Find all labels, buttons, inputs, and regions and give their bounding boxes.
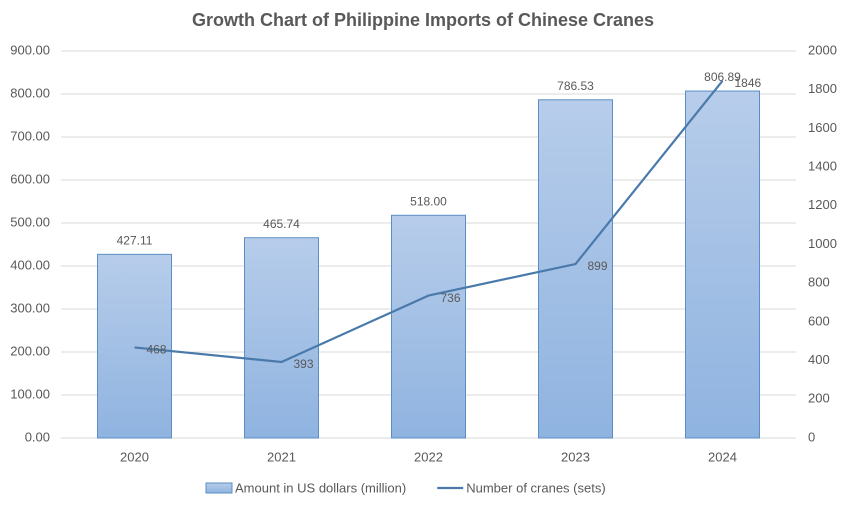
- bar: [97, 253, 172, 439]
- y2-tick-label: 2000: [808, 42, 837, 57]
- bar-value-label: 465.74: [263, 217, 300, 231]
- legend-label: Amount in US dollars (million): [235, 480, 406, 495]
- y2-tick-label: 0: [808, 429, 815, 444]
- bar-value-label: 518.00: [410, 194, 447, 208]
- y-tick-label: 700.00: [10, 128, 50, 143]
- y-tick-label: 400.00: [10, 257, 50, 272]
- y-tick-label: 900.00: [10, 42, 50, 57]
- y-tick-label: 100.00: [10, 386, 50, 401]
- chart-title: Growth Chart of Philippine Imports of Ch…: [192, 10, 654, 30]
- y2-tick-label: 200: [808, 391, 830, 406]
- y-tick-label: 0.00: [25, 429, 50, 444]
- y2-tick-label: 1400: [808, 159, 837, 174]
- bar: [391, 214, 466, 439]
- line-value-label: 393: [294, 357, 314, 371]
- y2-tick-label: 1200: [808, 197, 837, 212]
- y-tick-label: 200.00: [10, 343, 50, 358]
- line: [134, 80, 724, 364]
- line-value-label: 1846: [735, 76, 762, 90]
- y2-tick-label: 1600: [808, 120, 837, 135]
- x-tick-label: 2024: [708, 449, 737, 464]
- bar: [244, 237, 319, 439]
- y2-tick-label: 800: [808, 275, 830, 290]
- bar: [685, 90, 760, 439]
- y2-tick-label: 600: [808, 313, 830, 328]
- y-tick-label: 500.00: [10, 214, 50, 229]
- bar-value-label: 427.11: [117, 234, 153, 248]
- x-tick-label: 2020: [120, 449, 149, 464]
- y2-tick-label: 400: [808, 352, 830, 367]
- bar-value-label: 806.89: [704, 70, 741, 84]
- y-tick-label: 300.00: [10, 300, 50, 315]
- x-tick-label: 2021: [267, 449, 296, 464]
- y2-tick-label: 1800: [808, 81, 837, 96]
- line-value-label: 736: [441, 291, 461, 305]
- y-tick-label: 600.00: [10, 171, 50, 186]
- y2-tick-label: 1000: [808, 236, 837, 251]
- y-tick-label: 800.00: [10, 85, 50, 100]
- line-value-label: 468: [147, 343, 167, 357]
- legend-label: Number of cranes (sets): [466, 480, 605, 495]
- legend-swatch: [205, 482, 233, 494]
- line-value-label: 899: [588, 259, 608, 273]
- x-tick-label: 2023: [561, 449, 590, 464]
- x-tick-label: 2022: [414, 449, 443, 464]
- bar-value-label: 786.53: [557, 79, 594, 93]
